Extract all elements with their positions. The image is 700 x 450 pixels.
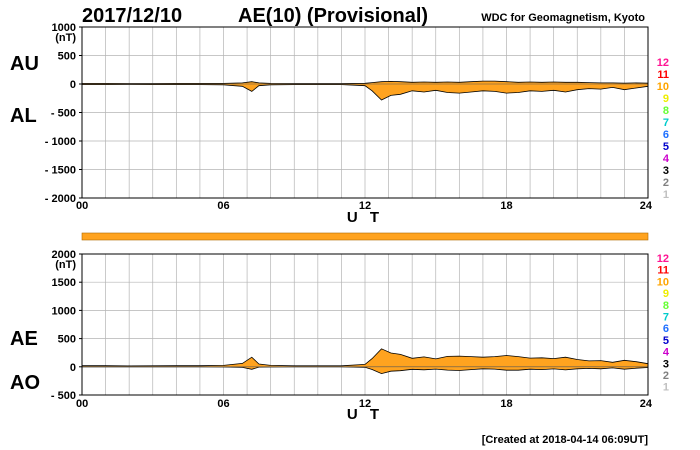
created-timestamp: [Created at 2018-04-14 06:09UT] [482, 434, 649, 446]
top-x-ticks: 00 06 12 18 24 [76, 200, 653, 212]
bottom-grid [82, 254, 648, 395]
chart-title: AE(10) (Provisional) [238, 5, 428, 27]
x-tick-label: 18 [500, 398, 512, 410]
top-grid [82, 27, 648, 198]
y-tick-label: 1000 [52, 305, 76, 317]
x-tick-label: 24 [640, 200, 653, 212]
station-legend-item: 1 [663, 189, 669, 201]
station-legend-item: 4 [663, 153, 670, 165]
ao-label: AO [10, 372, 40, 394]
station-legend-item: 3 [663, 165, 669, 177]
y-tick-label: 0 [70, 79, 76, 91]
bottom-area-series [82, 348, 649, 375]
station-legend-item: 12 [657, 57, 669, 69]
x-tick-label: 18 [500, 200, 512, 212]
station-legend-item: 6 [663, 323, 669, 335]
bottom-x-ticks: 00 06 12 18 24 [76, 398, 653, 410]
au-label: AU [10, 53, 39, 75]
x-tick-label: 06 [217, 200, 229, 212]
station-legend-item: 4 [663, 347, 670, 359]
al-label: AL [10, 105, 37, 127]
ae-label: AE [10, 328, 38, 350]
date-label: 2017/12/10 [82, 5, 182, 27]
x-tick-label: 12 [359, 398, 371, 410]
station-legend-item: 12 [657, 253, 669, 265]
x-tick-label: 12 [359, 200, 371, 212]
y-tick-label: - 500 [51, 390, 76, 402]
station-legend-item: 10 [657, 276, 669, 288]
bottom-plot-frame [81, 253, 649, 396]
station-legend-item: 10 [657, 81, 669, 93]
y-tick-label: 2000 [52, 249, 76, 261]
ae-line [82, 348, 649, 367]
station-legend-item: 3 [663, 358, 669, 370]
au-line [82, 80, 649, 84]
station-legend-item: 2 [663, 177, 669, 189]
y-tick-label: 0 [70, 362, 76, 374]
y-tick-label: 500 [58, 51, 76, 63]
y-tick-label: - 1000 [45, 136, 76, 148]
y-tick-label: 500 [58, 334, 76, 346]
x-tick-label: 00 [76, 398, 88, 410]
station-legend-item: 11 [657, 265, 669, 277]
x-tick-label: 00 [76, 200, 88, 212]
y-tick-label: - 500 [51, 108, 76, 120]
x-tick-label: 24 [640, 398, 653, 410]
bottom-x-axis-label: U T [347, 406, 383, 423]
top-x-axis-label: U T [347, 209, 383, 226]
station-legend-item: 1 [663, 382, 669, 394]
station-legend-item: 8 [663, 105, 669, 117]
bottom-unit-label: (nT) [55, 259, 76, 271]
station-legend-item: 5 [663, 335, 669, 347]
y-tick-label: 1000 [52, 22, 76, 34]
y-tick-label: 1500 [52, 277, 76, 289]
data-availability-bar [81, 232, 649, 241]
top-area-series [82, 80, 649, 101]
envelope-fill [82, 348, 648, 374]
x-tick-label: 06 [217, 398, 229, 410]
org-label: WDC for Geomagnetism, Kyoto [481, 12, 645, 24]
ao-line [82, 366, 649, 375]
station-legend-item: 7 [663, 117, 669, 129]
y-tick-label: - 2000 [45, 193, 76, 205]
al-line [82, 84, 649, 101]
station-legend-item: 9 [663, 288, 669, 300]
station-legend-item: 8 [663, 300, 669, 312]
y-tick-label: - 1500 [45, 165, 76, 177]
station-legend-item: 9 [663, 93, 669, 105]
station-legend-item: 7 [663, 312, 669, 324]
top-unit-label: (nT) [55, 32, 76, 44]
bottom-y-ticks: 2000 1500 1000 500 0 - 500 [51, 249, 82, 402]
envelope-fill [82, 81, 648, 100]
station-legend-item: 11 [657, 69, 669, 81]
station-legend-item: 2 [663, 370, 669, 382]
station-legend-item: 6 [663, 129, 669, 141]
top-y-ticks: 1000 500 0 - 500 - 1000 - 1500 - 2000 [45, 22, 82, 205]
station-legend-item: 5 [663, 141, 669, 153]
